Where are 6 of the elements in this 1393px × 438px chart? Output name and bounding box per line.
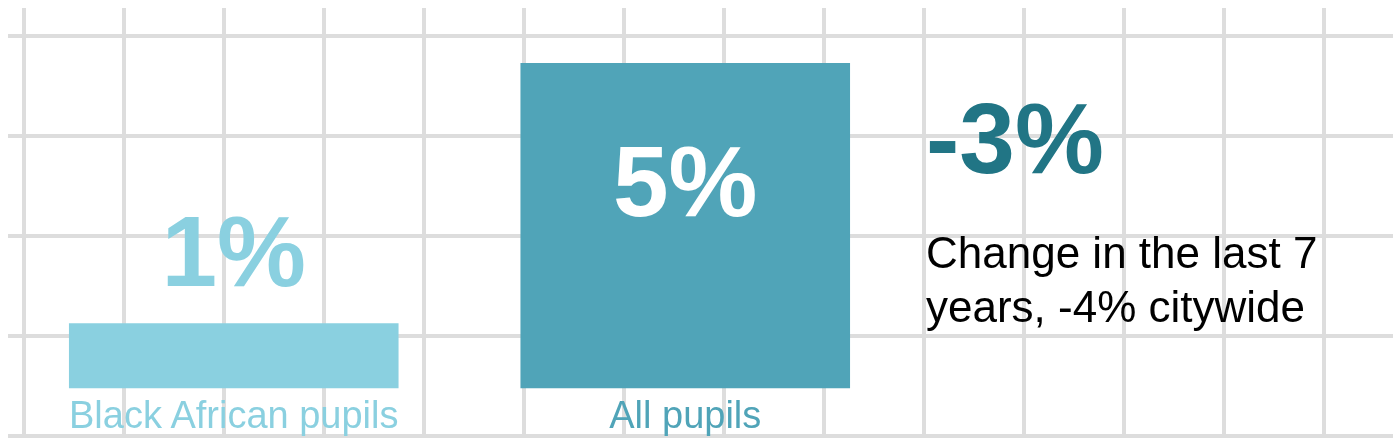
text: Change in the last 7 years, -4% citywide	[926, 227, 1319, 333]
data-label: 1%	[161, 194, 307, 307]
x-tick-label: Black African pupils	[69, 393, 399, 436]
text: -3%	[926, 82, 1104, 194]
x-tick-label: All pupils	[609, 393, 762, 436]
data-label: 5%	[612, 124, 758, 237]
